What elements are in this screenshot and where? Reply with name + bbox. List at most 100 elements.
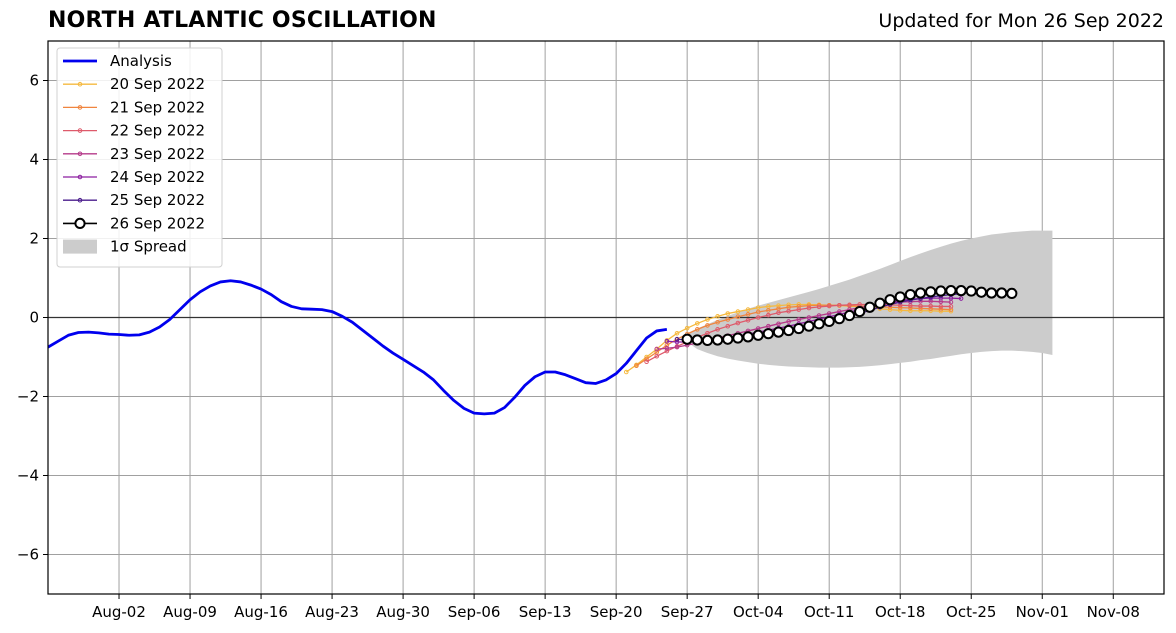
forecast-marker xyxy=(715,314,720,319)
x-axis: Aug-02 Aug-09 Aug-16 Aug-23 Aug-30 Sep-06 Sep-… xyxy=(92,594,1140,621)
forecast-marker xyxy=(803,320,815,332)
x-tick-label: Sep-13 xyxy=(519,603,572,621)
forecast-marker xyxy=(945,285,957,297)
forecast-marker xyxy=(644,359,649,365)
legend-item: 26 Sep 2022 xyxy=(63,214,205,232)
forecast-marker xyxy=(745,317,751,323)
forecast-marker xyxy=(955,285,967,297)
forecast-marker xyxy=(644,356,649,362)
y-tick-label: 6 xyxy=(29,72,39,90)
legend: Analysis 20 Sep 2022 21 Sep 2022 22 Sep 202… xyxy=(56,47,223,268)
legend-marker xyxy=(77,105,83,110)
forecast-marker xyxy=(816,304,822,310)
y-tick-label: −2 xyxy=(17,388,39,406)
legend-label: 24 Sep 2022 xyxy=(110,168,205,186)
forecast-marker xyxy=(985,287,998,299)
y-tick-label: 2 xyxy=(29,230,39,248)
forecast-marker xyxy=(742,331,754,343)
forecast-marker xyxy=(786,319,791,324)
forecast-marker xyxy=(796,307,802,312)
forecast-marker xyxy=(854,305,866,318)
forecast-marker xyxy=(701,334,714,347)
x-tick-label: Sep-20 xyxy=(590,603,643,621)
x-tick-label: Aug-09 xyxy=(163,603,217,621)
legend-swatch xyxy=(63,239,97,254)
forecast-marker xyxy=(776,310,781,316)
x-tick-label: Oct-18 xyxy=(875,603,925,621)
forecast-marker xyxy=(752,329,764,341)
legend-box xyxy=(56,47,223,268)
forecast-marker xyxy=(745,307,751,312)
forecast-marker xyxy=(776,321,781,327)
spread-area xyxy=(687,230,1053,368)
forecast-marker xyxy=(705,317,710,322)
forecast-line xyxy=(625,303,951,373)
forecast-marker xyxy=(715,327,720,332)
legend-label: 1σ Spread xyxy=(110,238,187,256)
forecast-marker xyxy=(793,322,805,335)
forecast-marker xyxy=(826,303,832,309)
forecast-marker xyxy=(725,317,731,322)
forecast-marker xyxy=(654,353,660,359)
x-tick-label: Nov-08 xyxy=(1087,603,1140,621)
legend-marker xyxy=(77,128,83,133)
forecast-marker xyxy=(918,299,923,304)
forecast-marker xyxy=(897,308,903,313)
forecast-marker xyxy=(755,315,761,320)
y-tick-label: −6 xyxy=(17,546,39,564)
forecast-marker xyxy=(664,348,670,354)
x-tick-label: Aug-23 xyxy=(305,603,359,621)
y-tick-label: 4 xyxy=(29,151,39,169)
forecast-marker xyxy=(735,320,741,326)
forecast-marker xyxy=(681,333,693,345)
legend-item: Analysis xyxy=(63,52,172,70)
forecast-marker xyxy=(745,312,751,317)
forecast-marker xyxy=(674,336,680,342)
chart-updated-date: Updated for Mon 26 Sep 2022 xyxy=(878,10,1164,32)
forecast-marker xyxy=(772,326,785,338)
y-tick-label: 0 xyxy=(29,309,39,327)
forecast-marker xyxy=(654,346,660,352)
x-tick-label: Oct-04 xyxy=(733,603,783,621)
forecast-marker xyxy=(712,334,724,346)
forecast-marker xyxy=(928,303,933,309)
legend-item: 23 Sep 2022 xyxy=(63,145,205,163)
legend-label: 20 Sep 2022 xyxy=(110,75,205,93)
x-tick-label: Aug-16 xyxy=(234,603,288,621)
forecast-marker xyxy=(674,331,680,336)
forecast-marker xyxy=(904,288,916,301)
forecast-marker xyxy=(674,339,680,345)
series-lines xyxy=(48,279,1018,416)
forecast-marker xyxy=(755,305,761,310)
forecast-marker xyxy=(823,315,835,328)
forecast-marker xyxy=(691,334,703,346)
forecast-marker xyxy=(843,309,856,322)
forecast-marker xyxy=(833,313,845,325)
forecast-marker xyxy=(894,291,906,303)
forecast-marker xyxy=(732,332,744,344)
forecast-marker xyxy=(914,287,927,299)
forecast-marker xyxy=(806,305,812,311)
legend-label: 22 Sep 2022 xyxy=(110,122,205,140)
legend-item: 1σ Spread xyxy=(63,238,187,256)
forecast-marker xyxy=(948,304,954,309)
x-tick-label: Nov-01 xyxy=(1016,603,1069,621)
forecast-marker xyxy=(938,304,944,309)
legend-label: 23 Sep 2022 xyxy=(110,145,205,163)
y-axis: −6 −4 −2 0 2 4 6 xyxy=(17,72,48,564)
forecast-marker xyxy=(674,344,680,350)
forecast-marker xyxy=(796,317,802,322)
legend-item: 21 Sep 2022 xyxy=(63,98,205,116)
legend-marker xyxy=(77,151,83,157)
forecast-marker xyxy=(735,309,741,314)
forecast-marker xyxy=(755,309,761,315)
legend-marker xyxy=(74,217,86,229)
legend-item: 20 Sep 2022 xyxy=(63,75,205,93)
forecast-marker xyxy=(958,296,964,301)
forecast-marker xyxy=(766,308,771,313)
forecast-marker xyxy=(965,285,977,297)
legend-item: 24 Sep 2022 xyxy=(63,168,205,186)
forecast-marker xyxy=(762,328,774,340)
x-tick-label: Oct-11 xyxy=(804,603,854,621)
forecast-marker xyxy=(837,302,842,308)
